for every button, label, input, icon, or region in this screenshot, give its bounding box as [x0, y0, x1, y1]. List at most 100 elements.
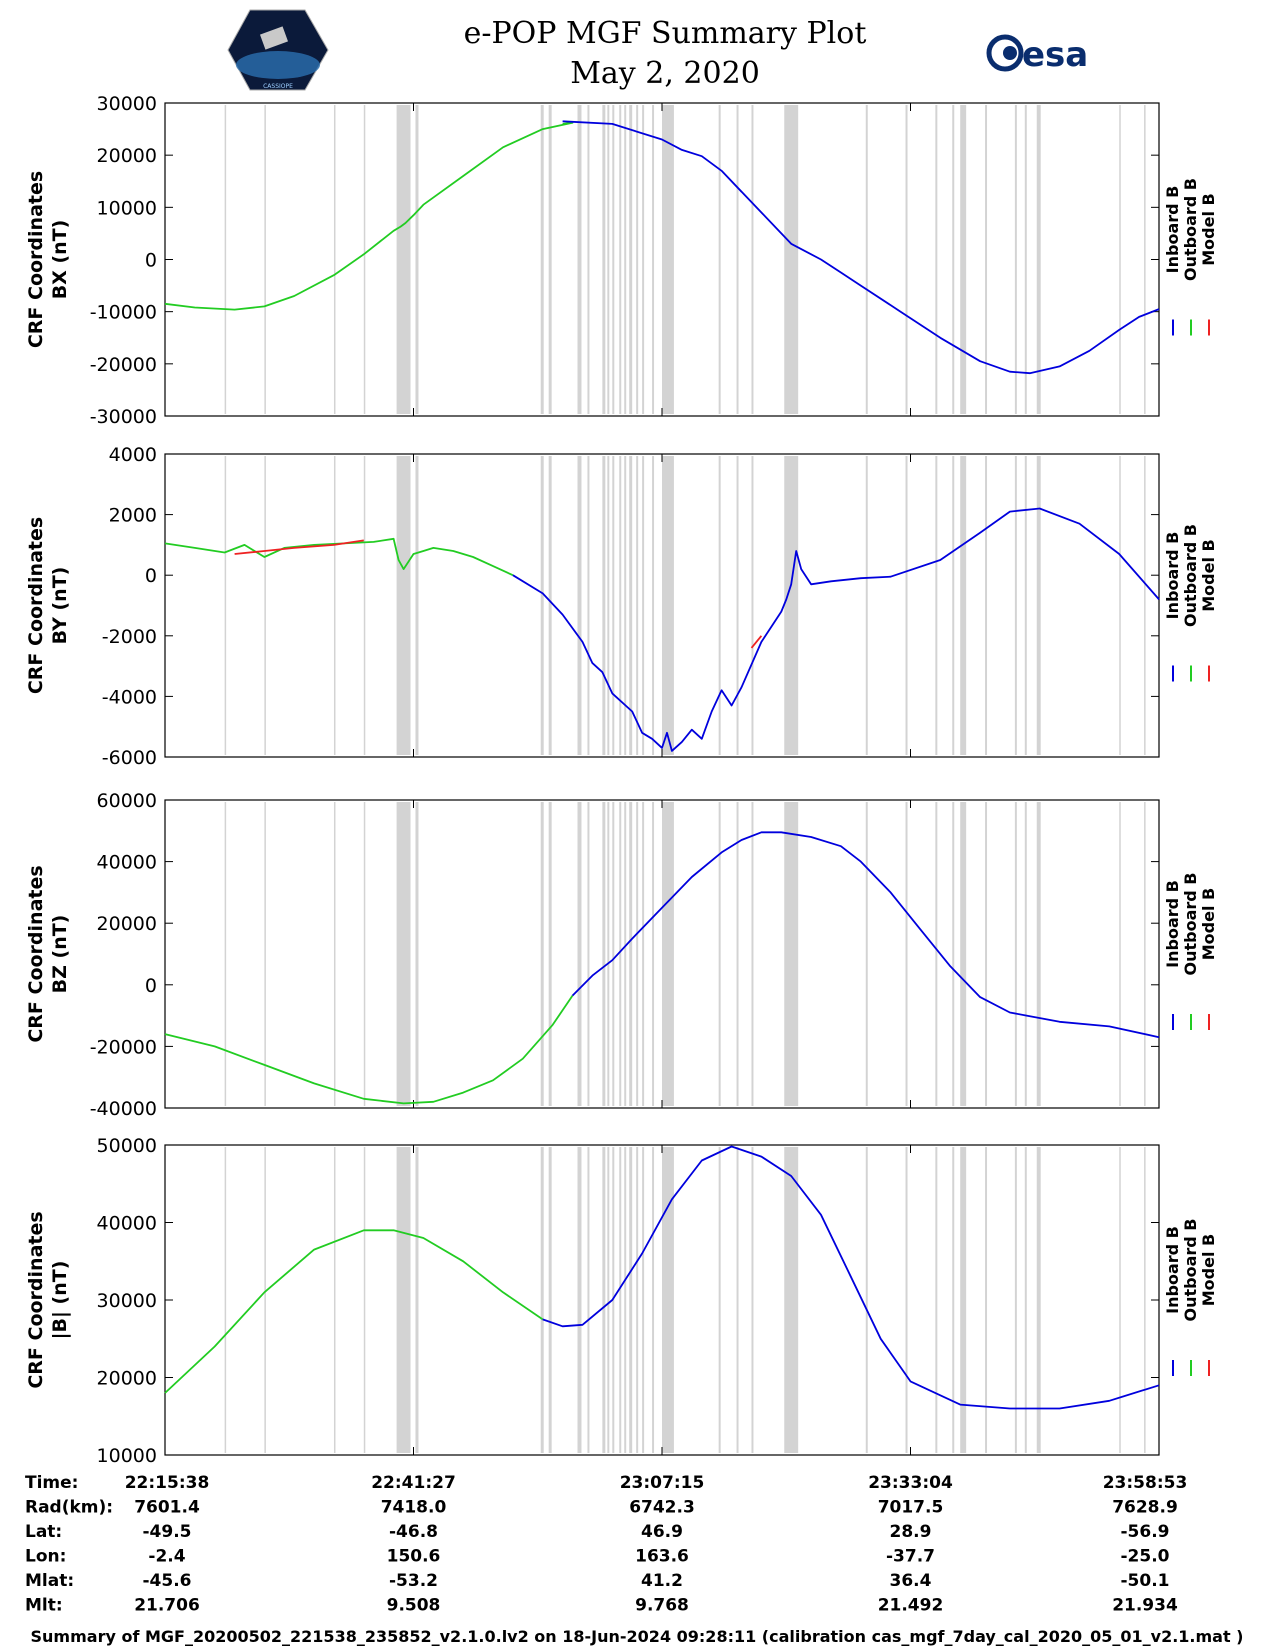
gap-band	[865, 1147, 868, 1453]
y-tick-label: 4000	[109, 444, 157, 466]
chart-panel-3: -40000 -20000 0 20000 40000 60000 CRF Coordina…	[25, 790, 1218, 1120]
gap-band	[396, 802, 411, 1106]
info-row-label: Lon:	[25, 1547, 66, 1567]
gap-band	[264, 1147, 266, 1453]
gap-band	[624, 105, 627, 414]
y-tick-label: 10000	[97, 197, 157, 219]
info-cell: 46.9	[641, 1522, 683, 1542]
gap-band	[736, 105, 739, 414]
series-line-inboard-b	[571, 831, 1160, 1039]
gap-band	[629, 105, 633, 414]
gap-band	[587, 105, 590, 414]
gap-band	[784, 105, 799, 414]
gap-band	[1119, 802, 1121, 1106]
series-line-inboard-b	[562, 120, 1160, 375]
legend-label: Model B	[1199, 193, 1218, 265]
legend-label: Outboard B	[1181, 178, 1200, 281]
info-cell: 7418.0	[381, 1498, 447, 1518]
y-tick-label: -10000	[90, 302, 157, 324]
gap-band	[577, 105, 582, 414]
gap-band	[629, 1147, 633, 1453]
gap-band	[415, 1147, 419, 1453]
gap-band	[415, 456, 419, 755]
gap-band	[629, 802, 633, 1106]
y-axis-label-line2: BY (nT)	[49, 567, 71, 645]
info-row-label: Lat:	[25, 1522, 62, 1542]
y-tick-label: 0	[145, 565, 157, 587]
info-cell: 22:41:27	[371, 1473, 456, 1493]
gap-band	[602, 802, 606, 1106]
info-cell: -50.1	[1121, 1571, 1170, 1591]
gap-band	[935, 105, 938, 414]
gap-band	[784, 802, 799, 1106]
gap-band	[619, 456, 622, 755]
gap-band	[1119, 1147, 1121, 1453]
gap-band	[548, 105, 552, 414]
gap-band	[607, 456, 610, 755]
y-tick-label: 0	[145, 250, 157, 272]
y-tick-label: 50000	[97, 1135, 157, 1157]
gap-band	[905, 1147, 908, 1453]
info-row-label: Rad(km):	[25, 1498, 113, 1518]
y-tick-label: 30000	[97, 1290, 157, 1312]
gap-band	[718, 802, 721, 1106]
info-cell: 21.492	[878, 1596, 944, 1616]
gap-band	[607, 1147, 610, 1453]
chart-panel-1: -30000 -20000 -10000 0 10000 20000 30000 CRF Co…	[25, 93, 1218, 428]
gap-band	[1024, 105, 1027, 414]
info-cell: 163.6	[635, 1547, 689, 1567]
gap-band	[1119, 105, 1121, 414]
gap-band	[636, 802, 639, 1106]
gap-band	[652, 1147, 655, 1453]
chart-panel-4: 10000 20000 30000 40000 50000 CRF Coordinates…	[25, 1135, 1218, 1467]
gap-band	[548, 802, 552, 1106]
gap-band	[624, 802, 627, 1106]
gap-band	[629, 456, 633, 755]
legend-label: Inboard B	[1163, 186, 1182, 274]
gap-band	[905, 105, 908, 414]
gap-band	[415, 802, 419, 1106]
y-axis-label: CRF Coordinates BZ (nT)	[25, 865, 71, 1042]
gap-band	[1024, 456, 1027, 755]
info-cell: 150.6	[387, 1547, 441, 1567]
gap-band	[985, 802, 988, 1106]
y-tick-label: -20000	[90, 354, 157, 376]
gap-band	[1014, 802, 1017, 1106]
gap-band	[905, 802, 908, 1106]
gap-band	[577, 1147, 582, 1453]
y-tick-label: 0	[145, 975, 157, 997]
info-cell: -56.9	[1121, 1522, 1170, 1542]
gap-band	[718, 105, 721, 414]
gap-band	[587, 456, 590, 755]
y-axis-label-line1: CRF Coordinates	[25, 171, 47, 348]
gap-band	[363, 1147, 366, 1453]
gap-band	[1036, 456, 1041, 755]
gap-band	[1119, 456, 1121, 755]
legend-label: Outboard B	[1181, 873, 1200, 976]
gap-band	[224, 802, 227, 1106]
y-axis-label-line1: CRF Coordinates	[25, 1211, 47, 1388]
info-cell: 21.934	[1112, 1596, 1178, 1616]
y-axis-label: CRF Coordinates BX (nT)	[25, 171, 71, 348]
gap-band	[935, 1147, 938, 1453]
info-cell: 23:58:53	[1103, 1473, 1188, 1493]
gap-band	[224, 1147, 227, 1453]
info-cell: -53.2	[389, 1571, 438, 1591]
gap-band	[636, 1147, 639, 1453]
gap-band	[985, 1147, 988, 1453]
gap-band	[1024, 1147, 1027, 1453]
gap-band	[1144, 1147, 1146, 1453]
info-cell: 36.4	[890, 1571, 932, 1591]
gap-band	[540, 456, 544, 755]
gap-band	[396, 105, 411, 414]
gap-band	[1024, 802, 1027, 1106]
gap-band	[540, 105, 544, 414]
gap-band	[612, 802, 615, 1106]
series-line-outboard-b	[164, 995, 574, 1105]
legend-label: Inboard B	[1163, 1226, 1182, 1314]
info-cell: -49.5	[143, 1522, 192, 1542]
gap-band	[363, 802, 366, 1106]
gap-band	[751, 105, 754, 414]
y-tick-label: 40000	[97, 1213, 157, 1235]
y-tick-label: 20000	[97, 145, 157, 167]
